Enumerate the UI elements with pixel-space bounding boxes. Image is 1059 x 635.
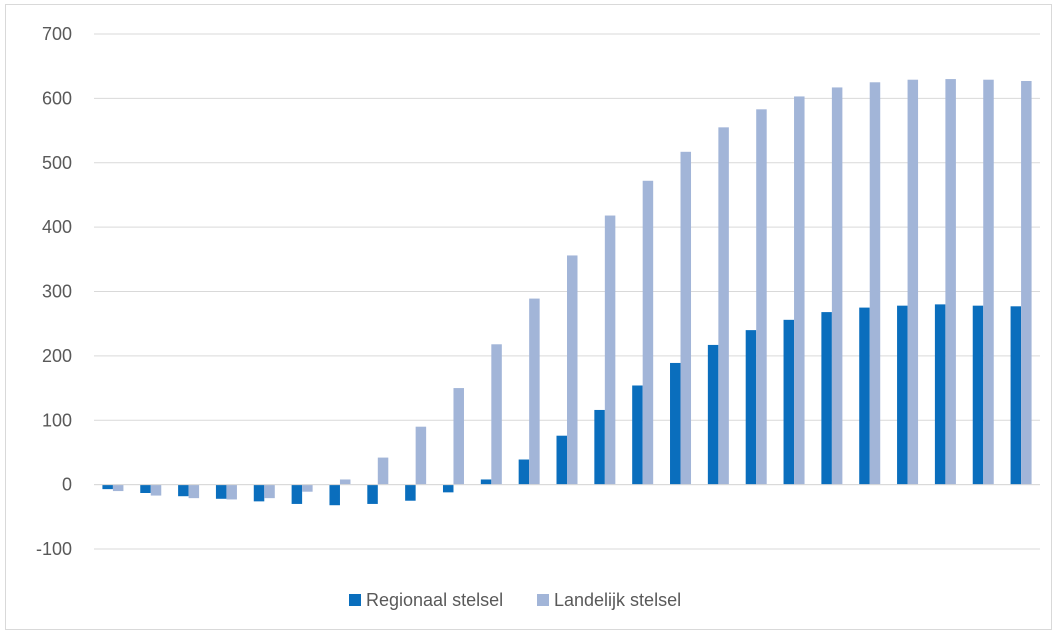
bar-landelijk-3 (188, 484, 200, 499)
y-tick-label: 400 (42, 217, 72, 237)
bar-regionaal-18 (745, 330, 757, 485)
y-tick-label: 600 (42, 88, 72, 108)
bar-regionaal-13 (556, 435, 567, 485)
bar-regionaal-2 (140, 484, 151, 493)
bar-regionaal-16 (670, 362, 681, 485)
bar-landelijk-13 (567, 255, 578, 485)
y-axis-tick-labels: -100 0 100 200 300 400 500 600 700 (36, 24, 72, 559)
bar-landelijk-14 (604, 215, 616, 485)
bar-regionaal-25 (1010, 306, 1022, 485)
legend-label-landelijk: Landelijk stelsel (554, 590, 681, 610)
bar-regionaal-17 (707, 344, 719, 485)
y-tick-label: 500 (42, 153, 72, 173)
bar-regionaal-20 (821, 312, 832, 485)
bar-regionaal-23 (934, 304, 946, 485)
bar-landelijk-6 (302, 484, 313, 492)
bar-landelijk-25 (1021, 80, 1032, 485)
bar-landelijk-21 (869, 82, 881, 485)
bar-landelijk-9 (415, 426, 427, 485)
legend-swatch-regionaal (349, 594, 361, 606)
bar-landelijk-15 (642, 180, 654, 485)
y-tick-label: 300 (42, 282, 72, 302)
bar-regionaal-21 (859, 307, 870, 485)
bar-regionaal-1 (102, 484, 113, 490)
bar-regionaal-9 (405, 484, 416, 501)
bar-landelijk-10 (453, 388, 464, 485)
bar-landelijk-18 (756, 109, 767, 485)
bar-landelijk-2 (150, 484, 162, 496)
bar-regionaal-19 (783, 319, 795, 485)
bar-landelijk-5 (264, 484, 275, 499)
bar-regionaal-12 (518, 459, 530, 485)
bar-regionaal-7 (329, 484, 340, 506)
y-tick-label: 200 (42, 346, 72, 366)
bar-landelijk-22 (907, 79, 919, 485)
bar-regionaal-14 (594, 409, 605, 485)
bar-regionaal-24 (972, 305, 984, 485)
legend-swatch-landelijk (537, 594, 549, 606)
y-tick-label: -100 (36, 539, 72, 559)
bar-landelijk-24 (983, 79, 994, 485)
bar-regionaal-5 (253, 484, 265, 502)
bar-regionaal-8 (367, 484, 378, 504)
bar-regionaal-3 (178, 484, 189, 497)
bar-regionaal-4 (215, 484, 227, 499)
bar-landelijk-19 (794, 96, 805, 485)
y-tick-label: 100 (42, 410, 72, 430)
bar-regionaal-11 (480, 479, 492, 485)
bar-landelijk-20 (831, 87, 843, 485)
bar-regionaal-22 (897, 305, 908, 485)
legend: Regionaal stelsel Landelijk stelsel (349, 590, 681, 610)
bar-landelijk-23 (945, 79, 956, 485)
bar-landelijk-12 (529, 298, 540, 485)
y-tick-label: 0 (62, 475, 72, 495)
bar-landelijk-16 (680, 151, 692, 485)
bar-landelijk-11 (491, 344, 502, 485)
bar-regionaal-6 (291, 484, 303, 504)
bars (102, 79, 1032, 506)
bar-regionaal-15 (632, 385, 643, 485)
bar-landelijk-17 (718, 127, 729, 485)
bar-landelijk-7 (339, 479, 351, 485)
y-tick-label: 700 (42, 24, 72, 44)
bar-landelijk-4 (226, 484, 237, 500)
bar-regionaal-10 (442, 484, 454, 493)
bar-landelijk-8 (377, 457, 389, 485)
bar-landelijk-1 (112, 484, 124, 492)
legend-label-regionaal: Regionaal stelsel (366, 590, 503, 610)
